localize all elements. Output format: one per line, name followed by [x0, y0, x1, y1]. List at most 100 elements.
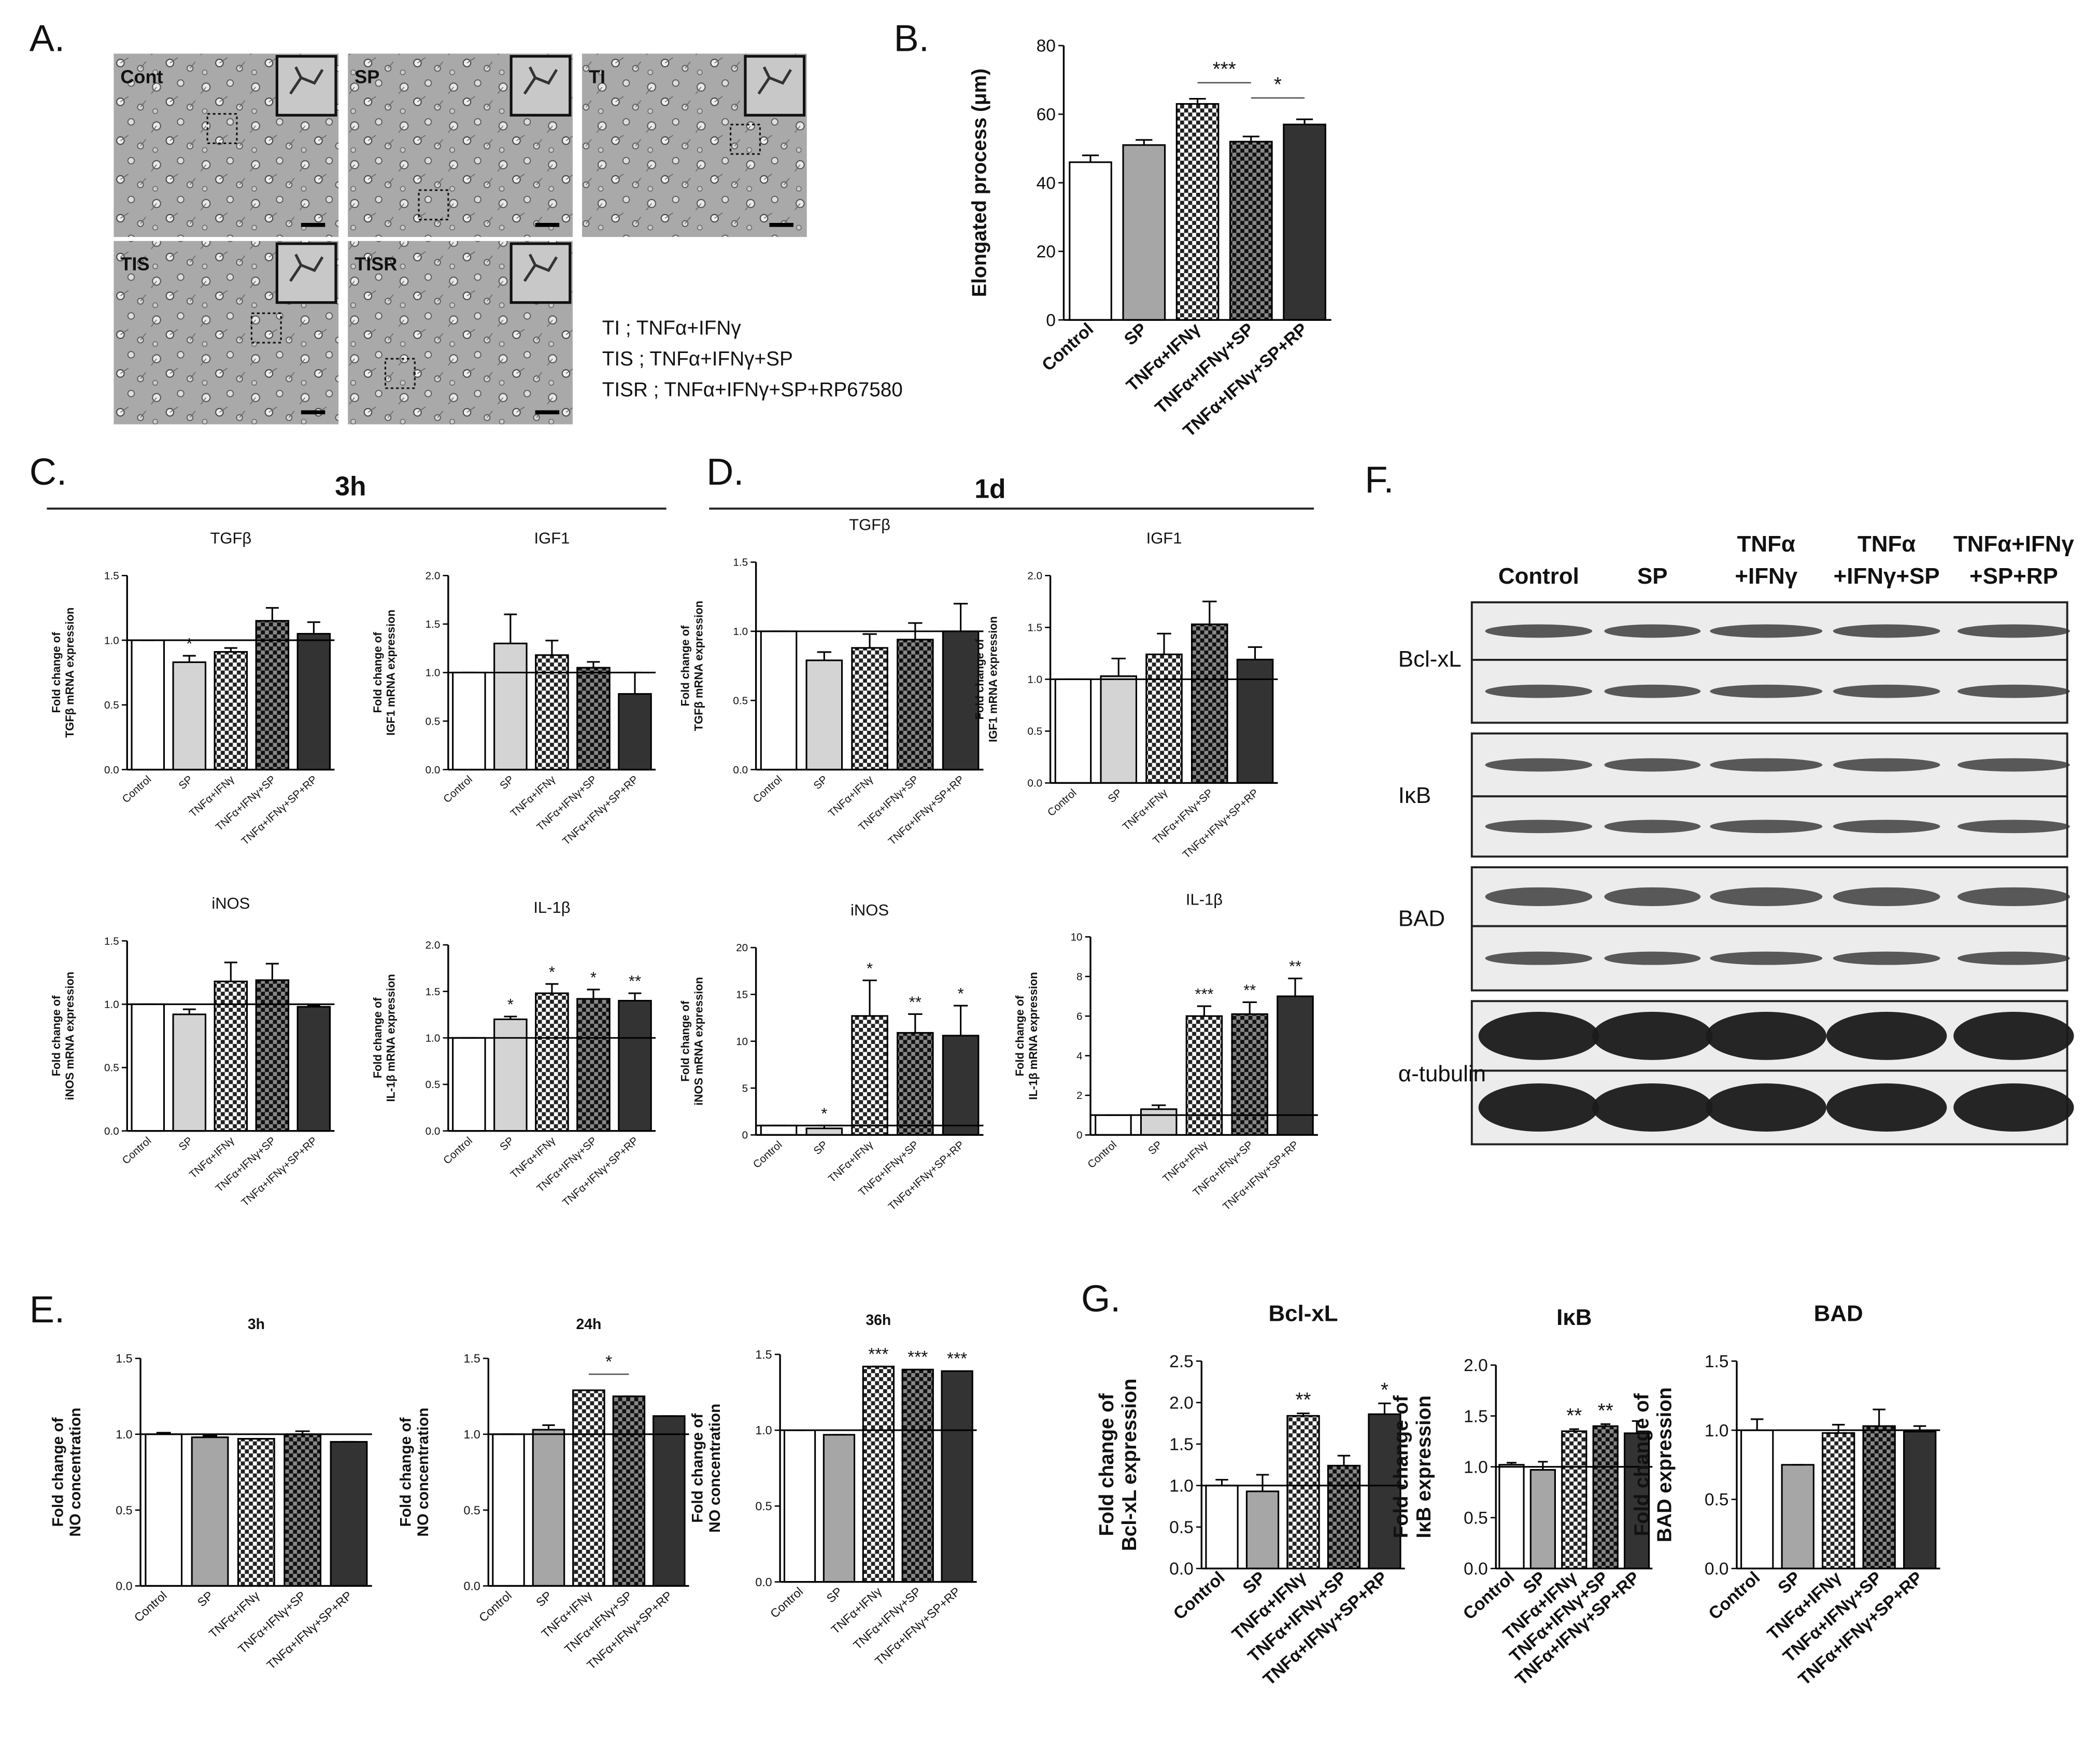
error-bar [224, 962, 237, 982]
y-tick-label: 0 [1076, 1130, 1082, 1141]
x-tick-label: Control [120, 1135, 154, 1167]
chart-title: iNOS [211, 894, 250, 912]
band [1833, 951, 1940, 965]
chart-title: BAD [1814, 1301, 1863, 1326]
bar [1145, 653, 1183, 784]
x-tick-label: TNFα+IFNγ+SP+RP [239, 1135, 319, 1209]
row-label: Bcl-xL [1398, 646, 1462, 672]
y-tick-label: 40 [1037, 174, 1056, 193]
bar [942, 1035, 980, 1136]
significance: * [821, 1104, 827, 1122]
error-bar [953, 602, 968, 631]
inset-cell [523, 66, 558, 95]
y-tick-label: 1.0 [1464, 1458, 1488, 1477]
error-bar [1152, 1104, 1166, 1109]
bar [452, 1037, 486, 1132]
band [1957, 951, 2070, 965]
bar [172, 661, 207, 771]
y-axis-label: Bcl-xL expression [1118, 1378, 1141, 1551]
x-tick-label: SP [498, 773, 516, 792]
bar [1822, 1432, 1855, 1570]
column-header: +SP+RP [1969, 563, 2058, 589]
band [1485, 887, 1593, 906]
bar [1277, 995, 1314, 1136]
y-tick-label: 1.5 [104, 935, 119, 947]
error-bar [1256, 1474, 1269, 1492]
inset [275, 55, 337, 117]
band [1833, 758, 1940, 772]
bar [823, 1434, 856, 1583]
y-tick-label: 5 [742, 1082, 748, 1094]
error-bar [542, 1424, 555, 1430]
band [1710, 820, 1823, 834]
y-tick-label: 2.5 [1169, 1352, 1194, 1371]
y-axis-label: Fold change of [49, 1417, 66, 1527]
error-bar [1750, 1418, 1764, 1431]
bar [1624, 1432, 1650, 1570]
x-tick-label: SP [1239, 1568, 1269, 1598]
bar [783, 1429, 816, 1583]
error-bar [1296, 118, 1313, 125]
x-tick-label: TNFα+IFNγ+SP+RP [886, 1139, 967, 1213]
bar [1781, 1464, 1815, 1570]
band [1957, 820, 2070, 834]
error-bar [265, 963, 279, 980]
y-tick-label: 0.0 [733, 764, 748, 776]
bar [760, 1124, 798, 1136]
bar [1054, 678, 1092, 784]
x-tick-label: SP [533, 1588, 554, 1609]
band [1706, 1011, 1826, 1060]
significance: ** [1289, 957, 1301, 976]
y-tick-label: 0.5 [426, 715, 441, 727]
y-tick-label: 15 [736, 989, 748, 1001]
bar [1175, 103, 1220, 321]
time-header: 1d [974, 474, 1005, 504]
bar [1100, 675, 1138, 784]
bar [131, 1003, 165, 1132]
band [1710, 758, 1823, 772]
column-header: TNFα+IFNγ [1953, 531, 2075, 557]
x-tick-label: TNFα+IFNγ+SP+RP [1181, 787, 1261, 861]
error-bar [1538, 1461, 1548, 1470]
error-bar [1337, 1455, 1351, 1466]
panel-label: A. [30, 18, 65, 59]
bar [897, 639, 934, 771]
x-tick-label: TNFα+IFNγ+SP [850, 1585, 924, 1652]
significance: *** [947, 1349, 967, 1368]
x-tick-label: TNFα+IFNγ [1121, 786, 1170, 833]
bar [1069, 161, 1112, 321]
bar [1185, 1015, 1223, 1136]
error-bar [182, 655, 196, 662]
x-tick-label: TNFα+IFNγ+SP+RP [239, 773, 319, 848]
y-tick-label: 1.5 [1027, 622, 1042, 634]
chart-title: IκB [1556, 1305, 1592, 1330]
y-tick-label: 2.0 [426, 939, 441, 951]
y-tick-label: 8 [1076, 971, 1082, 983]
significance: ** [629, 972, 641, 990]
band [1953, 1083, 2074, 1132]
bar [618, 999, 652, 1132]
y-axis-label: Fold change of [1096, 1393, 1118, 1536]
x-tick-label: TNFα+IFNγ+SP+RP [560, 773, 641, 848]
bar [1592, 1425, 1619, 1570]
y-tick-label: 1.0 [1027, 674, 1042, 686]
error-bar [1202, 600, 1217, 625]
y-axis-label: NO concentration [706, 1404, 724, 1533]
bar [1231, 1013, 1269, 1136]
band [1957, 684, 2070, 698]
bar [572, 1389, 605, 1587]
x-tick-label: TNFα+IFNγ+SP [562, 1588, 635, 1656]
y-tick-label: 2.0 [1169, 1394, 1194, 1413]
y-tick-label: 0.5 [104, 1062, 119, 1074]
band [1604, 684, 1701, 698]
image-label: TI [589, 66, 605, 87]
y-axis-label: iNOS mRNA expression [63, 971, 76, 1100]
y-tick-label: 0.5 [116, 1503, 132, 1517]
bar [1286, 1415, 1320, 1570]
chart-title: Bcl-xL [1268, 1301, 1338, 1326]
y-axis-label: BAD expression [1653, 1387, 1676, 1542]
image-label: TIS [120, 253, 149, 275]
band [1604, 624, 1701, 638]
error-bar [1569, 1428, 1579, 1432]
x-tick-label: Control [751, 773, 785, 806]
